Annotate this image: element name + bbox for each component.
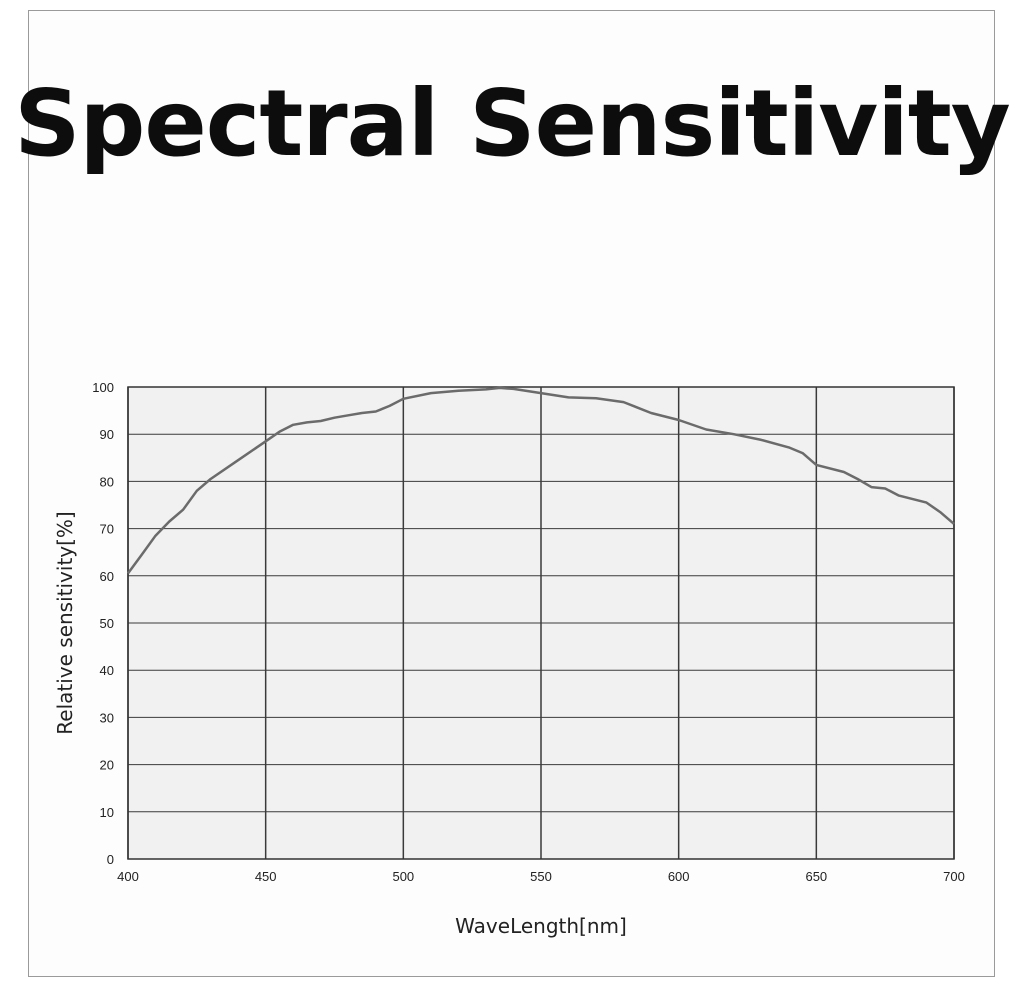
x-tick-label: 550 <box>530 869 552 884</box>
y-tick-label: 50 <box>100 616 114 631</box>
y-tick-label: 20 <box>100 758 114 773</box>
plot-border <box>127 386 955 860</box>
y-tick-label: 80 <box>100 474 114 489</box>
x-tick-label: 450 <box>255 869 277 884</box>
x-axis-label: WaveLength[nm] <box>455 914 627 938</box>
y-tick-label: 30 <box>100 710 114 725</box>
y-axis-ticks: 0 10 20 30 40 50 60 70 80 90 100 <box>92 380 114 867</box>
y-tick-label: 0 <box>107 852 114 867</box>
x-tick-label: 700 <box>943 869 965 884</box>
x-tick-label: 650 <box>805 869 827 884</box>
sensitivity-curve <box>126 386 955 575</box>
y-tick-label: 90 <box>100 427 114 442</box>
x-axis-ticks: 400 450 500 550 600 650 700 <box>117 869 965 884</box>
y-tick-label: 60 <box>100 569 114 584</box>
x-tick-label: 600 <box>668 869 690 884</box>
y-tick-label: 70 <box>100 522 114 537</box>
x-tick-label: 400 <box>117 869 139 884</box>
y-tick-label: 100 <box>92 380 114 395</box>
y-tick-label: 10 <box>100 805 114 820</box>
x-tick-label: 500 <box>392 869 414 884</box>
chart-title: Spectral Sensitivity <box>14 70 1010 177</box>
y-axis-label: Relative sensitivity[%] <box>53 511 77 734</box>
y-tick-label: 40 <box>100 663 114 678</box>
